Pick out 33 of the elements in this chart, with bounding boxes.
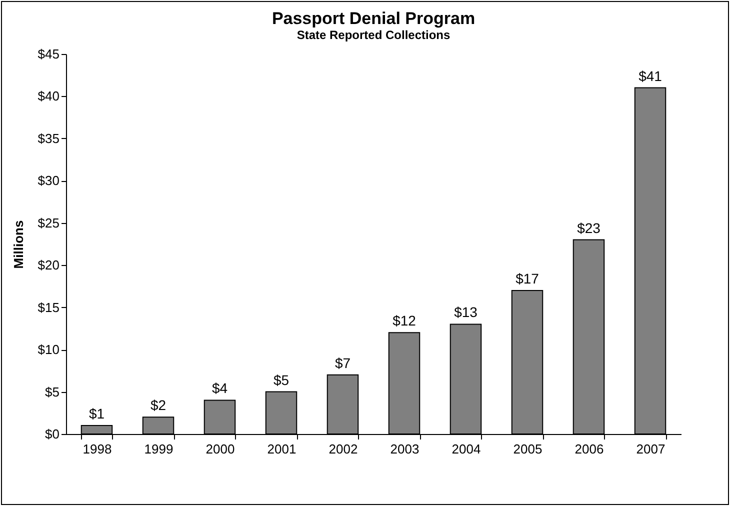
x-tick-label: 2001 (267, 442, 296, 456)
x-tick-label: 2003 (390, 442, 420, 456)
y-tick-label: $20 (38, 258, 60, 273)
data-label: $23 (577, 220, 601, 236)
data-label: $2 (150, 397, 166, 414)
x-tick-label: 2006 (574, 442, 604, 456)
data-label: $13 (454, 304, 478, 320)
x-tick-label: 2002 (328, 442, 358, 456)
data-label: $12 (392, 312, 416, 329)
y-tick-label: $45 (38, 46, 60, 62)
x-tick-label: 2004 (452, 442, 481, 456)
y-tick-label: $10 (38, 342, 60, 358)
x-tick-label: 1998 (82, 442, 112, 456)
y-tick-label: $15 (38, 300, 60, 315)
y-tick-label: $25 (38, 215, 60, 230)
data-label: $41 (638, 68, 662, 84)
y-tick-label: $0 (45, 426, 60, 442)
y-tick-label: $35 (38, 130, 60, 146)
y-tick-label: $40 (38, 88, 60, 104)
y-axis-title: Millions (10, 220, 26, 269)
data-label: $7 (334, 354, 351, 371)
y-tick-label: $30 (38, 173, 60, 188)
data-label: $4 (212, 380, 228, 396)
x-tick-label: 2005 (513, 442, 542, 456)
data-label: $1 (88, 406, 105, 422)
data-label: $17 (516, 270, 540, 286)
y-tick-label: $5 (45, 384, 60, 400)
x-tick-label: 2007 (636, 442, 666, 456)
chart-subtitle: State Reported Collections (296, 28, 451, 42)
chart-title: Passport Denial Program (272, 9, 476, 28)
x-tick-label: 1999 (144, 442, 174, 456)
data-label: $5 (273, 372, 290, 388)
x-tick-label: 2000 (206, 442, 235, 456)
